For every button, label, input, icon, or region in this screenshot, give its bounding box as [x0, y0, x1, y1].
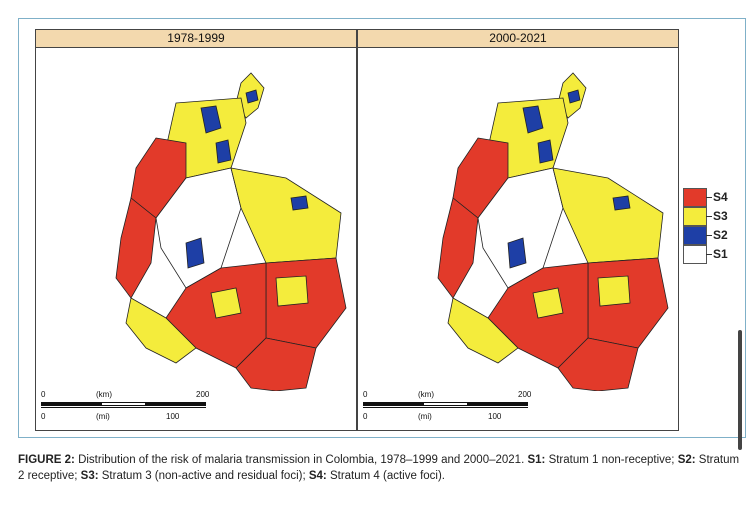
caption-intro: Distribution of the risk of malaria tran…	[74, 454, 528, 466]
legend-swatch-s4	[683, 188, 707, 207]
amazonas-south	[557, 337, 639, 391]
map-panel-1978-1999: 1978-1999 0 (km) 200 0 (mi) 100	[35, 29, 357, 431]
figure-caption: FIGURE 2: Distribution of the risk of ma…	[18, 452, 746, 484]
colombia-map	[115, 72, 347, 391]
s2-patch	[200, 105, 222, 134]
s2-patch	[522, 105, 544, 134]
amazonas-south	[235, 337, 317, 391]
scale-zero-km: 0	[363, 390, 368, 399]
legend-label-s4: S4	[713, 190, 728, 204]
narino-region	[125, 297, 197, 364]
colombia-map	[437, 72, 669, 391]
orinoquia-region	[230, 167, 342, 264]
caption-s1-label: S1:	[527, 454, 546, 466]
scale-mi-unit: (mi)	[418, 412, 432, 421]
scale-zero-km: 0	[41, 390, 46, 399]
s2-patch	[185, 237, 205, 269]
s2-patch	[215, 139, 232, 164]
scale-bar: 0 (km) 200 0 (mi) 100	[36, 390, 356, 430]
s2-patch	[612, 195, 631, 211]
s3-patch	[275, 275, 309, 307]
scale-zero-mi: 0	[363, 412, 368, 421]
scale-bar: 0 (km) 200 0 (mi) 100	[358, 390, 678, 430]
legend-swatch-s2	[683, 226, 707, 245]
legend-label-s1: S1	[713, 247, 728, 261]
scale-km-unit: (km)	[96, 390, 112, 399]
scale-mi-unit: (mi)	[96, 412, 110, 421]
scrollbar[interactable]	[738, 330, 742, 450]
scale-km-max: 200	[196, 390, 210, 399]
s2-patch	[290, 195, 309, 211]
scale-km-max: 200	[518, 390, 532, 399]
caption-s3-text: Stratum 3 (non-active and residual foci)…	[98, 470, 309, 482]
orinoquia-region	[552, 167, 664, 264]
caption-figure-label: FIGURE 2:	[18, 454, 75, 466]
legend-swatch-s1	[683, 245, 707, 264]
scale-mi-max: 100	[166, 412, 180, 421]
s2-patch	[567, 89, 581, 104]
panel-title: 2000-2021	[358, 30, 678, 48]
scale-km-unit: (km)	[418, 390, 434, 399]
pacific-region	[437, 197, 479, 299]
narino-region	[447, 297, 519, 364]
caption-s3-label: S3:	[80, 470, 99, 482]
scale-mi-max: 100	[488, 412, 502, 421]
caption-s4-label: S4:	[308, 470, 327, 482]
legend: S4 S3 S2 S1	[683, 188, 743, 268]
legend-swatch-s3	[683, 207, 707, 226]
s3-patch	[597, 275, 631, 307]
s3-patch	[532, 287, 564, 319]
legend-label-s3: S3	[713, 209, 728, 223]
caption-s1-text: Stratum 1 non-receptive;	[545, 454, 678, 466]
s2-patch	[245, 89, 259, 104]
s2-patch	[537, 139, 554, 164]
scale-zero-mi: 0	[41, 412, 46, 421]
map-panel-2000-2021: 2000-2021 0 (km) 200 0 (mi) 100	[357, 29, 679, 431]
pacific-region	[115, 197, 157, 299]
caption-s2-text: Stratum 2 receptive;	[18, 454, 740, 482]
s3-patch	[210, 287, 242, 319]
legend-label-s2: S2	[713, 228, 728, 242]
s2-patch	[507, 237, 527, 269]
panel-title: 1978-1999	[36, 30, 356, 48]
caption-s2-label: S2:	[677, 454, 696, 466]
caption-s4-text: Stratum 4 (active foci).	[326, 470, 445, 482]
